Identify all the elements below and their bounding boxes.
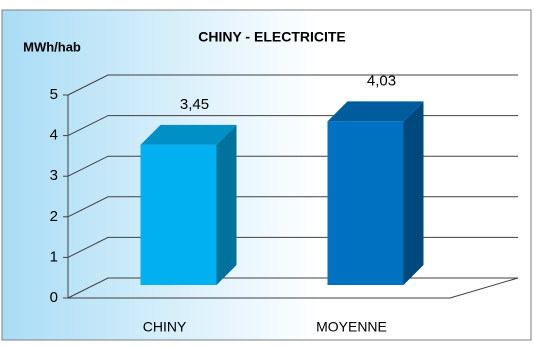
y-tick-label: 2 [50,208,58,225]
bar-top [327,101,424,122]
bar-side [216,124,237,286]
y-tick-label: 1 [50,248,58,265]
value-label: 3,45 [180,96,209,113]
y-tick-label: 5 [50,86,58,103]
bar [140,144,217,285]
grid-line [67,74,518,96]
y-axis-label: MWh/hab [23,39,81,54]
bar-side [403,101,424,285]
chart-area [1,9,532,341]
y-tick-label: 4 [50,127,58,144]
y-tick-label: 0 [50,289,58,306]
bar-top [140,124,237,145]
x-tick-label: CHINY [143,319,187,335]
value-label: 4,03 [367,72,396,89]
floor [68,277,519,299]
bar [327,121,404,286]
y-tick-label: 3 [50,167,58,184]
x-tick-label: MOYENNE [316,319,387,335]
chart-title: CHINY - ELECTRICITE [198,29,346,45]
